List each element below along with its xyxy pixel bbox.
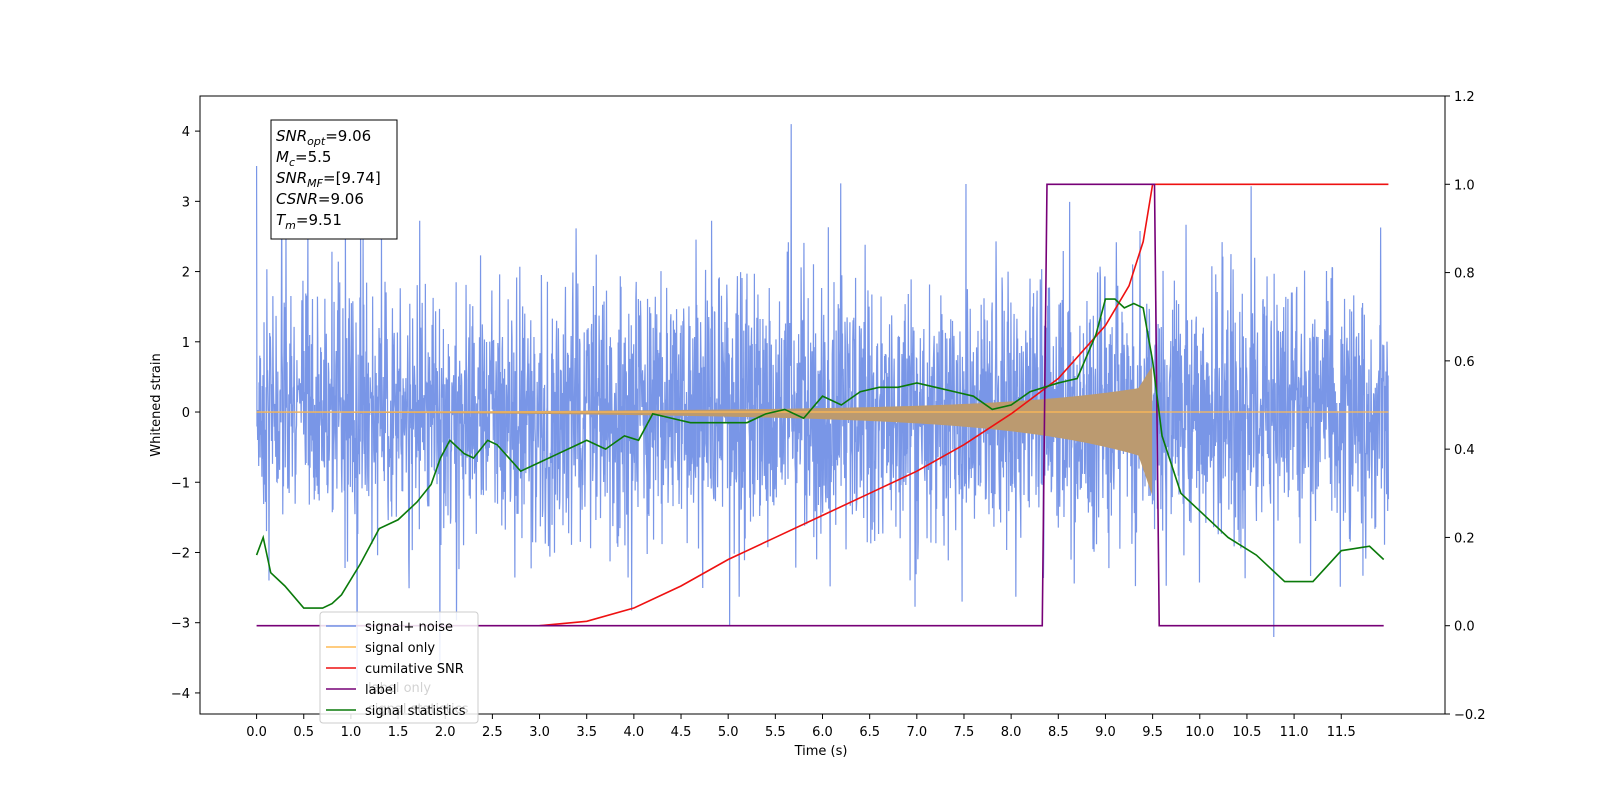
legend-label: label <box>365 683 396 698</box>
x-tick-label: 10.0 <box>1185 725 1214 740</box>
x-tick-label: 7.0 <box>906 725 927 740</box>
x-tick-label: 4.5 <box>671 725 692 740</box>
legend-label: signal only <box>365 641 435 656</box>
x-tick-label: 8.5 <box>1048 725 1069 740</box>
signal-noise-series <box>255 124 1390 686</box>
legend-label: signal statistics <box>365 704 466 719</box>
x-tick-label: 11.0 <box>1280 725 1309 740</box>
ghost-legend-label: signal statistics <box>368 702 469 717</box>
legend-label: cumilative SNR <box>365 662 464 677</box>
y-tick-label: 3 <box>182 195 190 210</box>
x-tick-label: 10.5 <box>1232 725 1261 740</box>
y2-tick-label: −0.2 <box>1454 708 1486 723</box>
x-tick-label: 0.5 <box>293 725 314 740</box>
y-tick-label: −2 <box>171 546 190 561</box>
x-axis-title: Time (s) <box>794 744 848 759</box>
x-tick-label: 6.5 <box>859 725 880 740</box>
annotation-line: CSNR=9.06 <box>276 190 364 208</box>
annotation-line: SNRMF=[9.74] <box>276 169 381 190</box>
x-tick-label: 2.5 <box>482 725 503 740</box>
x-tick-label: 3.5 <box>576 725 597 740</box>
x-tick-label: 5.0 <box>718 725 739 740</box>
y-axis-right: −0.2 0.0 0.2 0.4 0.6 0.8 1.0 1.2 <box>1445 90 1486 723</box>
y-tick-label: −4 <box>171 687 190 702</box>
x-tick-label: 9.0 <box>1095 725 1116 740</box>
annotation-line: Tm=9.51 <box>276 211 342 232</box>
y2-tick-label: 0.4 <box>1454 443 1475 458</box>
y-tick-label: 4 <box>182 125 190 140</box>
ghost-legend-label: label only <box>368 681 431 696</box>
x-tick-label: 3.0 <box>529 725 550 740</box>
x-axis: 0.0 0.5 1.0 1.5 2.0 2.5 3.0 3.5 4.0 4.5 5.0 5.5 6.0 6… <box>246 714 1356 740</box>
y2-tick-label: 0.8 <box>1454 267 1475 282</box>
y-tick-label: 1 <box>182 336 190 351</box>
x-tick-label: 1.0 <box>341 725 362 740</box>
x-tick-label: 7.5 <box>954 725 975 740</box>
signal-statistics-line <box>255 298 1385 609</box>
y-axis-left: −4 −3 −2 −1 0 1 2 3 4 <box>171 125 200 702</box>
y2-tick-label: 1.0 <box>1454 178 1475 193</box>
x-tick-label: 4.0 <box>624 725 645 740</box>
y-axis-title: Whitened strain <box>149 353 164 456</box>
x-tick-label: 5.5 <box>765 725 786 740</box>
y-tick-label: −3 <box>171 617 190 632</box>
y-tick-label: 2 <box>182 266 190 281</box>
y2-tick-label: 0.6 <box>1454 355 1475 370</box>
y-tick-label: 0 <box>182 406 190 421</box>
x-tick-label: 8.0 <box>1001 725 1022 740</box>
label-line <box>256 183 1384 627</box>
legend: label only signal statistics signal+ noise… <box>319 611 479 724</box>
y2-tick-label: 0.2 <box>1454 531 1475 546</box>
signal-only-series <box>256 366 1389 496</box>
right-axis-series <box>255 183 1389 627</box>
x-tick-label: 6.0 <box>812 725 833 740</box>
x-tick-label: 1.5 <box>388 725 409 740</box>
y2-tick-label: 0.0 <box>1454 620 1475 635</box>
y2-tick-label: 1.2 <box>1454 90 1475 105</box>
x-tick-label: 2.0 <box>435 725 456 740</box>
x-tick-label: 0.0 <box>246 725 267 740</box>
annotation-line: Mc=5.5 <box>276 148 331 169</box>
noise-trace <box>255 124 1390 686</box>
x-tick-label: 9.5 <box>1142 725 1163 740</box>
y-tick-label: −1 <box>171 476 190 491</box>
x-tick-label: 11.5 <box>1327 725 1356 740</box>
legend-label: signal+ noise <box>365 620 453 635</box>
cumilative-snr-line <box>539 183 1389 627</box>
annotation-line: SNRopt=9.06 <box>276 127 371 148</box>
